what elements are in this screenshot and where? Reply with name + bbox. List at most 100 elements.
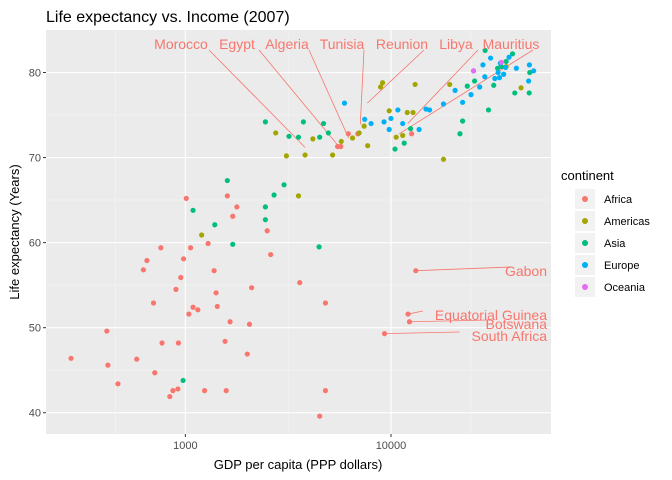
y-tick-label: 70 bbox=[29, 153, 41, 165]
data-points bbox=[68, 47, 537, 419]
data-point-americas bbox=[310, 136, 316, 142]
y-tick-label: 60 bbox=[29, 238, 41, 250]
data-point-asia bbox=[212, 222, 218, 228]
data-point-africa bbox=[144, 257, 150, 264]
data-point-americas bbox=[283, 153, 290, 159]
data-point-oceania bbox=[470, 68, 477, 74]
y-tick-label: 80 bbox=[29, 68, 41, 80]
data-point-africa bbox=[173, 286, 179, 293]
data-point-africa bbox=[159, 340, 165, 346]
data-point-asia bbox=[224, 177, 230, 184]
data-point-africa bbox=[150, 300, 157, 306]
legend-label: Africa bbox=[604, 194, 633, 206]
data-point-africa bbox=[409, 131, 415, 137]
data-point-europe bbox=[362, 116, 368, 122]
data-point-americas bbox=[295, 193, 302, 199]
legend-point bbox=[582, 284, 588, 290]
data-point-europe bbox=[495, 69, 501, 76]
data-point-europe bbox=[477, 84, 483, 90]
data-point-americas bbox=[440, 156, 447, 162]
data-point-americas bbox=[400, 132, 406, 139]
y-axis-title: Life expectancy (Years) bbox=[7, 164, 22, 299]
legend-item: Asia bbox=[575, 233, 626, 253]
annotation-label: Gabon bbox=[505, 263, 547, 279]
data-point-europe bbox=[492, 75, 498, 82]
plot-panel bbox=[46, 30, 551, 434]
annotation-line bbox=[408, 310, 423, 315]
data-point-africa bbox=[406, 319, 413, 325]
data-point-africa bbox=[249, 285, 255, 291]
data-point-asia bbox=[190, 207, 196, 213]
data-point-africa bbox=[115, 381, 121, 387]
x-tick-label: 1000 bbox=[173, 440, 197, 452]
data-point-asia bbox=[262, 217, 268, 223]
data-point-asia bbox=[464, 83, 470, 89]
data-point-europe bbox=[513, 65, 519, 71]
data-point-americas bbox=[302, 152, 308, 158]
data-point-europe bbox=[341, 100, 348, 106]
data-point-americas bbox=[349, 135, 356, 141]
data-point-asia bbox=[407, 126, 414, 132]
data-point-asia bbox=[457, 131, 463, 137]
data-point-europe bbox=[506, 54, 512, 60]
data-point-africa bbox=[223, 388, 229, 394]
data-point-americas bbox=[377, 84, 384, 90]
annotation-label: Reunion bbox=[376, 36, 428, 52]
legend-item: Europe bbox=[575, 255, 639, 275]
data-point-americas bbox=[365, 143, 371, 149]
data-point-africa bbox=[190, 304, 196, 310]
legend-label: Americas bbox=[604, 216, 650, 228]
data-point-asia bbox=[471, 78, 478, 84]
annotation-line bbox=[308, 49, 349, 139]
annotation-labels: Morocco Egypt Algeria Tunisia Reunion Libya Ma… bbox=[154, 36, 547, 344]
data-point-americas bbox=[356, 130, 362, 136]
annotation-label: Equatorial Guinea bbox=[435, 307, 547, 323]
data-point-asia bbox=[460, 118, 466, 124]
annotation-line bbox=[258, 49, 340, 147]
data-point-africa bbox=[230, 213, 236, 219]
data-point-africa bbox=[104, 328, 110, 334]
data-point-europe bbox=[460, 99, 466, 105]
x-tick-label: 10000 bbox=[376, 440, 407, 452]
data-point-africa bbox=[381, 331, 388, 337]
data-point-europe bbox=[503, 64, 509, 71]
data-point-asia bbox=[491, 82, 497, 88]
data-point-africa bbox=[413, 268, 419, 274]
data-point-africa bbox=[224, 193, 230, 199]
data-point-africa bbox=[187, 245, 194, 251]
grid bbox=[46, 30, 551, 434]
data-point-europe bbox=[526, 78, 532, 84]
data-point-americas bbox=[404, 109, 410, 116]
data-point-africa bbox=[178, 274, 184, 281]
annotation-line bbox=[208, 49, 306, 148]
data-point-africa bbox=[211, 268, 217, 274]
data-point-europe bbox=[482, 74, 488, 80]
legend: continent Africa Americas Asia Europe Oceani… bbox=[561, 168, 650, 297]
legend-point bbox=[582, 218, 588, 224]
data-point-asia bbox=[262, 204, 268, 210]
data-point-africa bbox=[183, 195, 189, 202]
data-point-asia bbox=[401, 140, 407, 146]
data-point-asia bbox=[509, 51, 516, 57]
annotation-label: Algeria bbox=[265, 36, 309, 52]
data-point-europe bbox=[526, 62, 532, 68]
data-point-africa bbox=[105, 362, 111, 368]
legend-item: Americas bbox=[575, 211, 650, 231]
data-point-americas bbox=[273, 130, 279, 136]
data-point-asia bbox=[317, 134, 323, 140]
data-point-europe bbox=[388, 115, 394, 122]
annotation-label: South Africa bbox=[472, 328, 548, 344]
data-point-asia bbox=[392, 146, 398, 152]
data-point-africa bbox=[205, 240, 211, 247]
legend-point bbox=[582, 262, 588, 268]
data-point-asia bbox=[316, 244, 322, 250]
data-point-africa bbox=[213, 290, 219, 296]
data-point-americas bbox=[447, 81, 453, 88]
y-tick-label: 40 bbox=[29, 408, 41, 420]
data-point-africa bbox=[167, 393, 173, 400]
x-axis-title: GDP per capita (PPP dollars) bbox=[214, 457, 383, 472]
legend-point bbox=[582, 240, 588, 246]
data-point-europe bbox=[400, 120, 406, 127]
data-point-europe bbox=[386, 126, 392, 133]
data-point-africa bbox=[158, 245, 164, 251]
